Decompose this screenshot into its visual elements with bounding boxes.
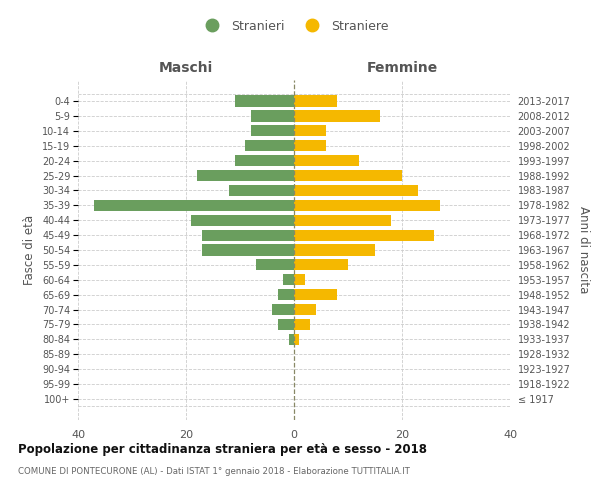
Y-axis label: Anni di nascita: Anni di nascita [577, 206, 590, 294]
Bar [294, 334, 299, 345]
Bar [294, 170, 402, 181]
Bar [294, 110, 380, 122]
Bar [251, 125, 294, 136]
Bar [294, 289, 337, 300]
Bar [272, 304, 294, 315]
Bar [191, 214, 294, 226]
Bar [245, 140, 294, 151]
Bar [294, 304, 316, 315]
Bar [294, 96, 337, 106]
Bar [294, 155, 359, 166]
Bar [294, 244, 375, 256]
Text: COMUNE DI PONTECURONE (AL) - Dati ISTAT 1° gennaio 2018 - Elaborazione TUTTITALI: COMUNE DI PONTECURONE (AL) - Dati ISTAT … [18, 468, 410, 476]
Bar [294, 200, 440, 211]
Text: Maschi: Maschi [159, 61, 213, 75]
Bar [294, 125, 326, 136]
Text: Popolazione per cittadinanza straniera per età e sesso - 2018: Popolazione per cittadinanza straniera p… [18, 442, 427, 456]
Bar [94, 200, 294, 211]
Bar [294, 230, 434, 240]
Bar [229, 185, 294, 196]
Bar [202, 230, 294, 240]
Legend: Stranieri, Straniere: Stranieri, Straniere [195, 15, 393, 38]
Bar [294, 185, 418, 196]
Bar [197, 170, 294, 181]
Y-axis label: Fasce di età: Fasce di età [23, 215, 37, 285]
Bar [294, 260, 348, 270]
Bar [278, 289, 294, 300]
Bar [256, 260, 294, 270]
Bar [278, 319, 294, 330]
Text: Femmine: Femmine [367, 61, 437, 75]
Bar [294, 214, 391, 226]
Bar [294, 319, 310, 330]
Bar [283, 274, 294, 285]
Bar [289, 334, 294, 345]
Bar [202, 244, 294, 256]
Bar [294, 140, 326, 151]
Bar [294, 274, 305, 285]
Bar [235, 96, 294, 106]
Bar [235, 155, 294, 166]
Bar [251, 110, 294, 122]
